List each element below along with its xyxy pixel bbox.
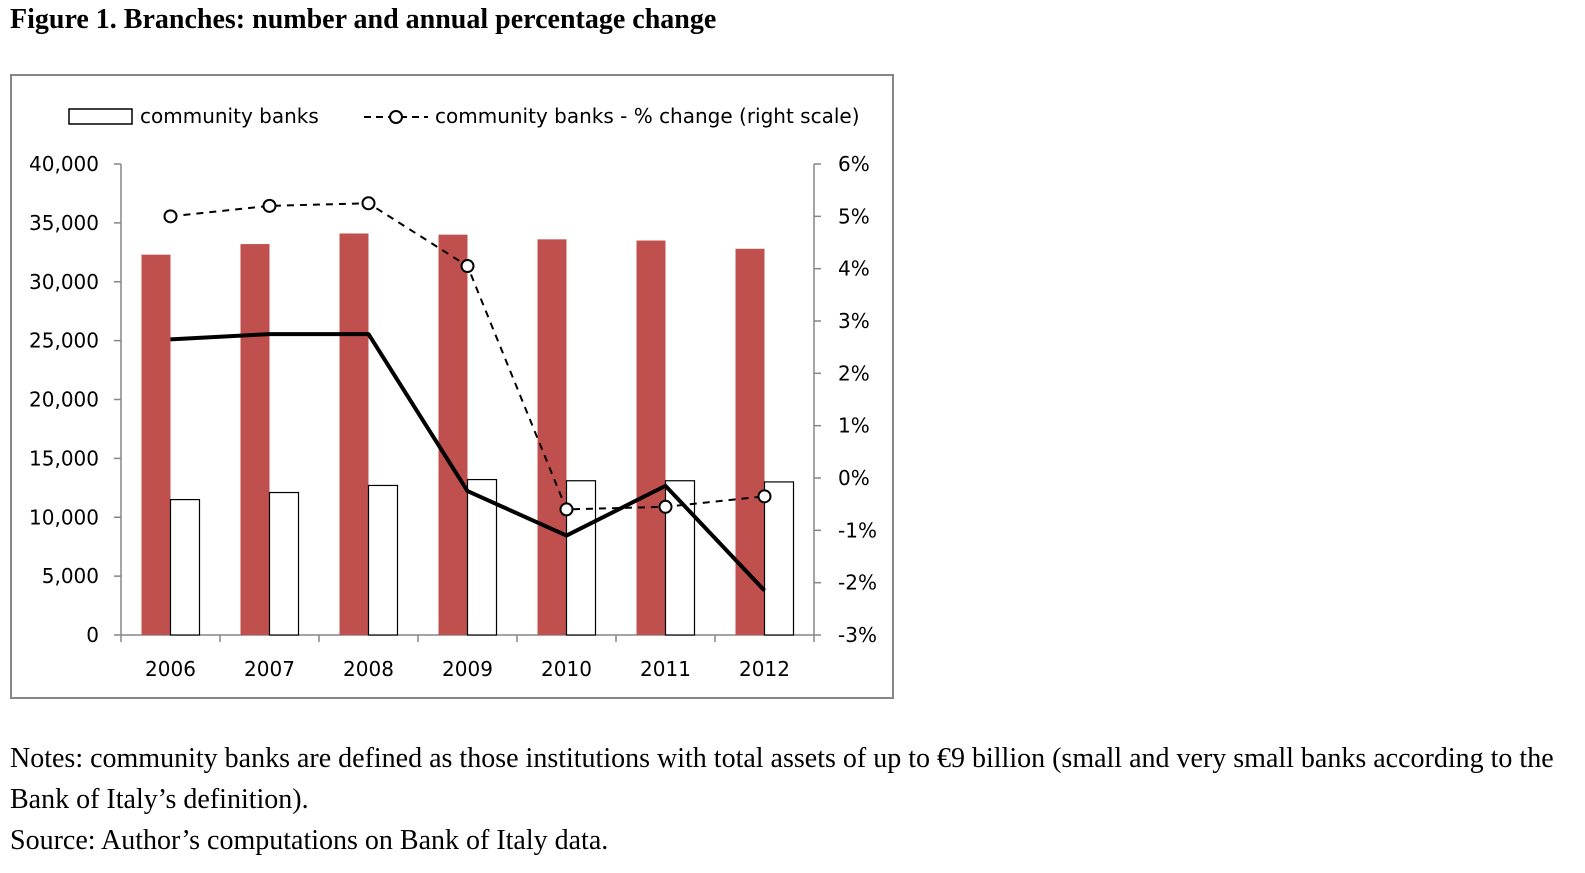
right-tick-label: -1% [838,518,877,542]
source-text: Source: Author’s computations on Bank of… [10,825,609,856]
pct-change-marker [658,499,673,514]
pct-change-marker [163,209,178,224]
right-tick-label: 1% [838,414,870,438]
legend-label-pct-change: community banks - % change (right scale) [435,104,860,128]
notes-text: Notes: community banks are defined as th… [10,743,1554,815]
lines [163,196,772,592]
bar-community-banks [565,480,597,636]
bar-community-banks [367,484,399,636]
right-tick-label: 2% [838,361,870,385]
x-tick-label: 2008 [343,657,394,681]
bar-community-banks [466,478,498,636]
left-tick-label: 10,000 [29,505,99,529]
pct-change-marker [361,196,376,211]
x-tick-label: 2007 [244,657,295,681]
left-tick-label: 35,000 [29,211,99,235]
legend-swatch-community-banks [68,108,133,125]
tick-labels: 0 5,000 10,000 15,000 20,000 25,000 30,000 35,0… [29,152,877,681]
bar-total [339,233,369,635]
axes [114,163,821,642]
x-tick-label: 2010 [541,657,592,681]
x-tick-label: 2012 [739,657,790,681]
left-tick-label: 20,000 [29,388,99,412]
right-tick-label: -3% [838,623,877,647]
bar-total [636,240,666,635]
right-tick-label: 3% [838,309,870,333]
bar-total [240,244,270,635]
bar-community-banks [268,491,300,636]
right-tick-label: 5% [838,204,870,228]
bar-total [141,254,171,636]
right-tick-label: 6% [838,152,870,176]
legend-swatch-pct-change-marker [389,110,403,124]
bar-total [438,234,468,635]
right-tick-label: 4% [838,257,870,281]
bar-community-banks [169,498,201,636]
left-tick-label: 15,000 [29,446,99,470]
right-tick-label: 0% [838,466,870,490]
bar-total [537,239,567,636]
left-tick-label: 5,000 [42,564,99,588]
bar-total [735,248,765,635]
pct-change-marker [559,502,574,517]
pct-change-marker [757,489,772,504]
bar-community-banks [763,481,795,636]
pct-change-marker [262,198,277,213]
left-tick-label: 40,000 [29,152,99,176]
x-tick-label: 2011 [640,657,691,681]
figure-notes: Notes: community banks are defined as th… [10,738,1580,861]
x-tick-label: 2006 [145,657,196,681]
legend-label-community-banks: community banks [140,104,319,128]
left-tick-label: 30,000 [29,270,99,294]
left-tick-label: 25,000 [29,329,99,353]
bar-community-banks [664,480,696,636]
line-total-pct-change [170,332,766,592]
right-tick-label: -2% [838,571,877,595]
legend: community banks community banks - % chan… [68,104,860,128]
pct-change-marker [460,259,475,274]
figure-title: Figure 1. Branches: number and annual pe… [10,4,717,35]
left-tick-label: 0 [86,623,99,647]
bars [141,233,795,636]
x-tick-label: 2009 [442,657,493,681]
